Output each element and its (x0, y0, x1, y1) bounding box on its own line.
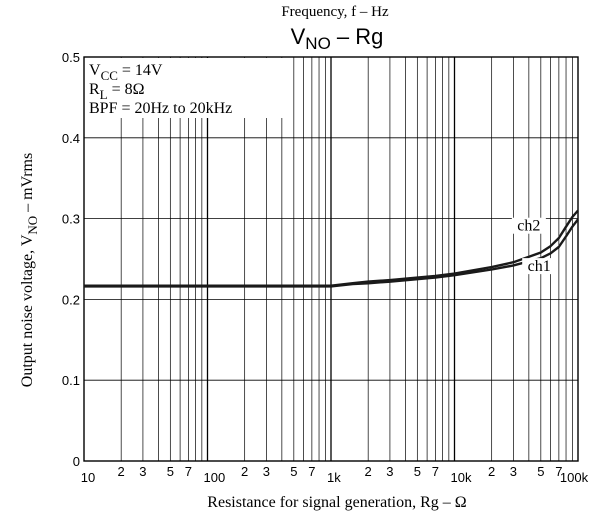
chart-title: VNO – Rg (291, 24, 384, 53)
x-minor-tick-label: 7 (308, 464, 315, 479)
y-tick-label: 0.4 (62, 131, 80, 146)
x-minor-tick-label: 2 (241, 464, 248, 479)
x-minor-tick-label: 3 (510, 464, 517, 479)
x-minor-tick-label: 5 (414, 464, 421, 479)
condition-line: RL = 8Ω (89, 81, 145, 102)
x-minor-tick-label: 5 (537, 464, 544, 479)
x-major-tick-label: 1k (327, 470, 341, 485)
condition-line: VCC = 14V (89, 62, 163, 83)
series-labels: ch1 ch2 (511, 217, 557, 275)
y-tick-label: 0.5 (62, 50, 80, 65)
series-label-ch2: ch2 (517, 218, 540, 235)
plot-frame (83, 56, 579, 462)
x-minor-tick-label: 5 (290, 464, 297, 479)
series-line-ch2 (84, 209, 579, 287)
x-minor-tick-label: 3 (263, 464, 270, 479)
y-tick-label: 0.2 (62, 292, 80, 307)
series-label-ch1: ch1 (528, 258, 551, 275)
conditions-box (85, 58, 285, 118)
y-tick-label: 0.3 (62, 212, 80, 227)
y-axis-label: Output noise voltage, VNO – mVrms (19, 153, 40, 387)
x-minor-tick-label: 5 (167, 464, 174, 479)
x-major-tick-label: 100 (204, 470, 226, 485)
grid (84, 57, 578, 461)
frequency-top-label: Frequency, f – Hz (281, 4, 389, 20)
x-axis-label: Resistance for signal generation, Rg – Ω (207, 494, 466, 511)
x-minor-tick-label: 2 (118, 464, 125, 479)
x-minor-tick-label: 3 (386, 464, 393, 479)
series-label-bg (522, 258, 557, 275)
x-minor-tick-label: 2 (488, 464, 495, 479)
x-minor-tick-label: 3 (139, 464, 146, 479)
y-tick-label: 0 (73, 454, 80, 469)
condition-line: BPF = 20Hz to 20kHz (89, 100, 232, 117)
series-label-bg (511, 217, 546, 234)
series-group (84, 209, 579, 288)
x-minor-tick-label: 7 (185, 464, 192, 479)
x-major-tick-label: 10k (451, 470, 472, 485)
x-minor-tick-label: 7 (432, 464, 439, 479)
y-tick-labels: 0 0.1 0.2 0.3 0.4 0.5 (62, 50, 80, 469)
x-major-tick-label: 100k (560, 470, 589, 485)
x-major-tick-label: 10 (81, 470, 95, 485)
y-tick-label: 0.1 (62, 373, 80, 388)
x-minor-tick-label: 7 (555, 464, 562, 479)
x-minor-tick-label: 2 (365, 464, 372, 479)
